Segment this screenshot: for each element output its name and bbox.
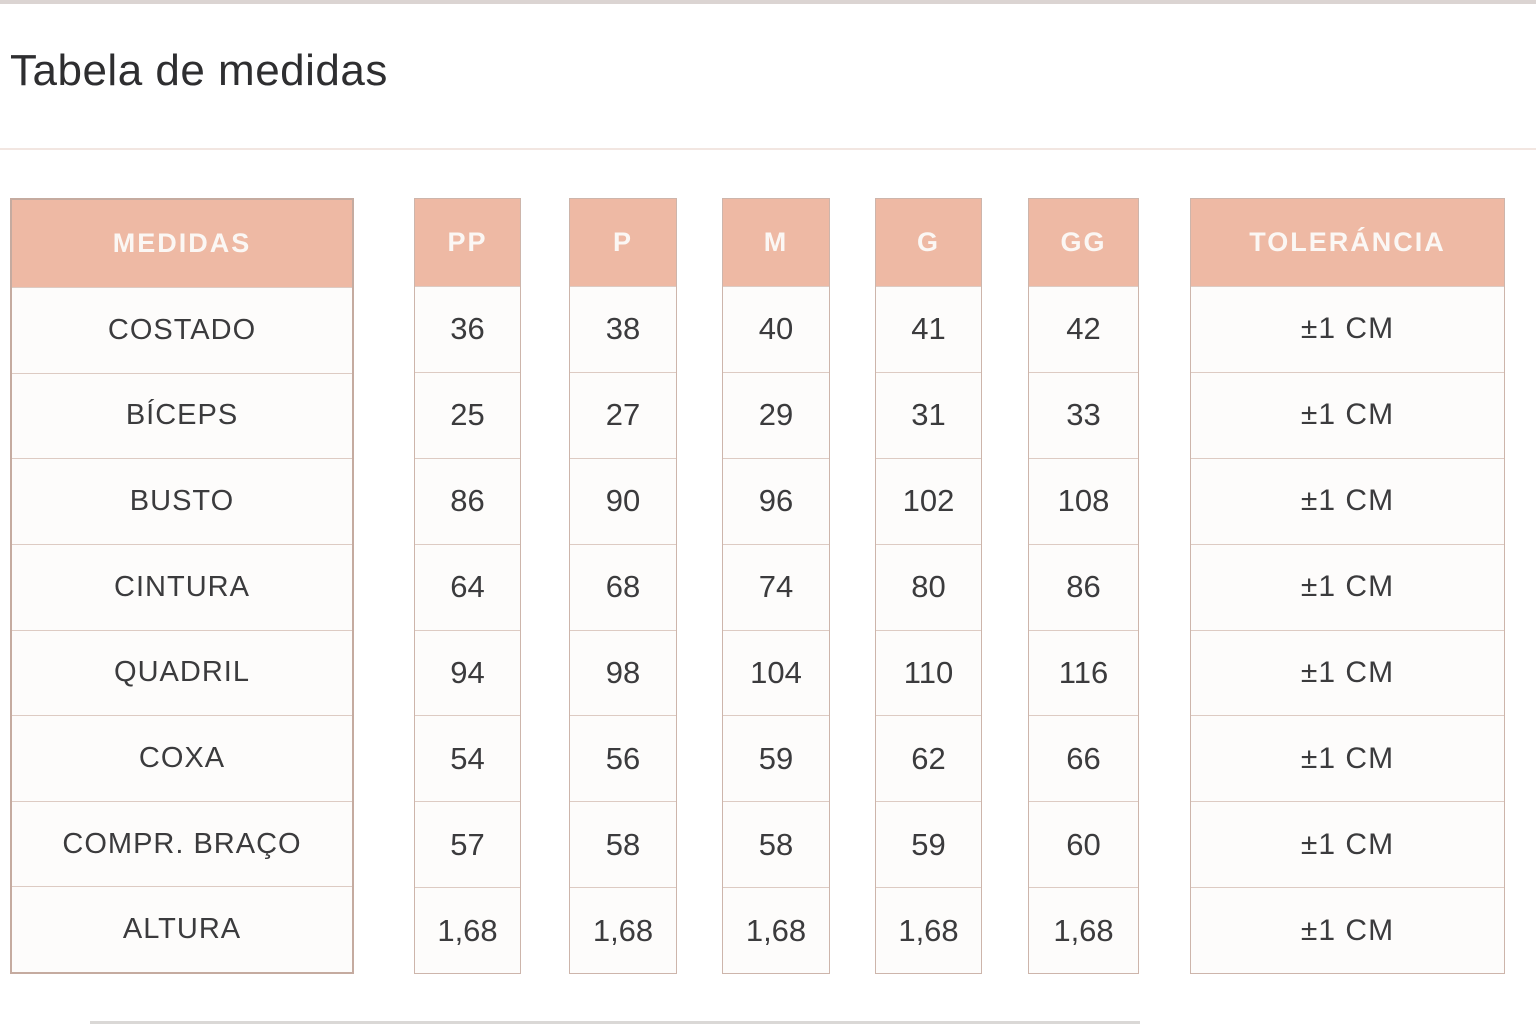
column-header-gg: GG — [1029, 199, 1138, 286]
row-label: COSTADO — [12, 287, 352, 373]
page-title: Tabela de medidas — [10, 46, 388, 95]
size-value: 86 — [415, 457, 520, 544]
title-divider — [0, 148, 1536, 150]
size-value: 74 — [723, 543, 829, 630]
column-medidas: MEDIDAS COSTADO BÍCEPS BUSTO CINTURA QUA… — [10, 198, 354, 974]
size-value: 66 — [1029, 715, 1138, 801]
size-value: 1,68 — [876, 887, 981, 973]
size-value: 54 — [415, 715, 520, 801]
column-size-pp: PP 36 25 86 64 94 54 57 1,68 — [414, 198, 521, 974]
row-label: CINTURA — [12, 543, 352, 630]
tolerance-value: ±1 CM — [1191, 801, 1504, 887]
column-size-gg: GG 42 33 108 86 116 66 60 1,68 — [1028, 198, 1139, 974]
column-tolerancia: TOLERÁNCIA ±1 CM ±1 CM ±1 CM ±1 CM ±1 CM… — [1190, 198, 1505, 974]
size-value: 68 — [570, 543, 676, 630]
size-value: 1,68 — [415, 887, 520, 973]
size-value: 59 — [876, 801, 981, 887]
size-value: 36 — [415, 286, 520, 372]
column-header-medidas: MEDIDAS — [12, 200, 352, 287]
size-value: 104 — [723, 629, 829, 716]
size-value: 1,68 — [723, 887, 829, 973]
row-label: COXA — [12, 715, 352, 801]
size-value: 102 — [876, 457, 981, 544]
tolerance-value: ±1 CM — [1191, 629, 1504, 716]
size-value: 62 — [876, 715, 981, 801]
row-label: BUSTO — [12, 458, 352, 544]
top-divider — [0, 0, 1536, 4]
tolerance-value: ±1 CM — [1191, 715, 1504, 801]
size-value: 41 — [876, 286, 981, 372]
size-value: 98 — [570, 629, 676, 716]
size-value: 60 — [1029, 801, 1138, 887]
row-label: ALTURA — [12, 886, 352, 972]
size-value: 110 — [876, 629, 981, 716]
row-label: COMPR. BRAÇO — [12, 800, 352, 887]
column-header-g: G — [876, 199, 981, 286]
size-value: 33 — [1029, 371, 1138, 458]
size-value: 86 — [1029, 543, 1138, 630]
size-value: 108 — [1029, 457, 1138, 544]
tolerance-value: ±1 CM — [1191, 371, 1504, 458]
size-value: 1,68 — [1029, 887, 1138, 973]
row-label: BÍCEPS — [12, 372, 352, 459]
size-value: 116 — [1029, 629, 1138, 716]
size-value: 56 — [570, 715, 676, 801]
size-value: 64 — [415, 543, 520, 630]
column-header-p: P — [570, 199, 676, 286]
row-label: QUADRIL — [12, 629, 352, 716]
size-value: 31 — [876, 371, 981, 458]
tolerance-value: ±1 CM — [1191, 887, 1504, 973]
size-value: 58 — [570, 801, 676, 887]
column-header-m: M — [723, 199, 829, 286]
size-value: 94 — [415, 629, 520, 716]
size-value: 57 — [415, 801, 520, 887]
size-value: 25 — [415, 371, 520, 458]
column-size-p: P 38 27 90 68 98 56 58 1,68 — [569, 198, 677, 974]
size-value: 42 — [1029, 286, 1138, 372]
size-value: 27 — [570, 371, 676, 458]
size-value: 29 — [723, 371, 829, 458]
size-value: 38 — [570, 286, 676, 372]
size-value: 40 — [723, 286, 829, 372]
size-value: 80 — [876, 543, 981, 630]
column-size-m: M 40 29 96 74 104 59 58 1,68 — [722, 198, 830, 974]
tolerance-value: ±1 CM — [1191, 543, 1504, 630]
size-value: 90 — [570, 457, 676, 544]
column-size-g: G 41 31 102 80 110 62 59 1,68 — [875, 198, 982, 974]
tolerance-value: ±1 CM — [1191, 286, 1504, 372]
column-header-pp: PP — [415, 199, 520, 286]
size-value: 1,68 — [570, 887, 676, 973]
size-value: 59 — [723, 715, 829, 801]
size-value: 58 — [723, 801, 829, 887]
size-value: 96 — [723, 457, 829, 544]
column-header-tolerancia: TOLERÁNCIA — [1191, 199, 1504, 286]
tolerance-value: ±1 CM — [1191, 457, 1504, 544]
bottom-section-edge — [90, 1021, 1140, 1024]
